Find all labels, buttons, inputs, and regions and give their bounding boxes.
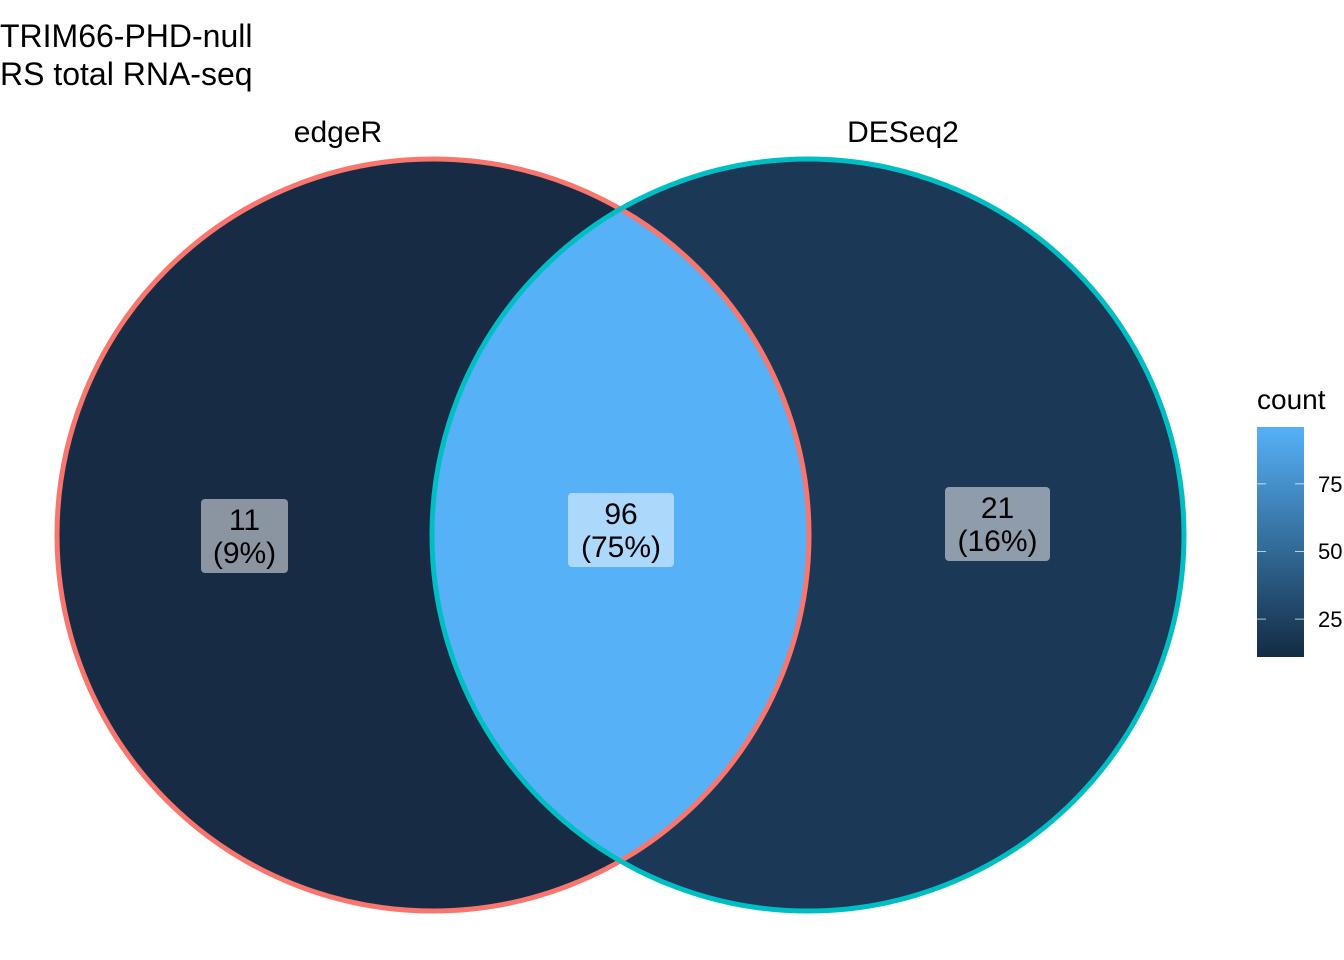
percent-intersection: (75%) (581, 531, 661, 564)
edger-set-outline (54, 156, 812, 914)
set-label-edger: edgeR (294, 116, 382, 149)
percent-deseq2-only: (16%) (957, 525, 1037, 558)
percent-edger-only: (9%) (213, 537, 276, 570)
label-box (201, 499, 288, 573)
legend-title: count (1257, 384, 1326, 415)
count-intersection: 96 (604, 498, 637, 531)
legend-colorbar (1257, 427, 1304, 657)
diagram-title-line-1: TRIM66-PHD-null (0, 18, 252, 54)
count-edger-only: 11 (229, 504, 260, 537)
diagram-title-line-2: RS total RNA-seq (0, 56, 253, 92)
label-box (568, 493, 674, 567)
legend-tick-label-75: 75 (1318, 472, 1342, 497)
label-edger-only: 11 (9%) (201, 499, 288, 573)
label-intersection: 96 (75%) (568, 493, 674, 567)
deseq2-set-outline (429, 156, 1187, 914)
count-deseq2-only: 21 (981, 492, 1014, 525)
color-legend: count 75 50 25 (1257, 384, 1342, 657)
label-box (945, 487, 1050, 561)
legend-tick-label-25: 25 (1318, 607, 1342, 632)
set-label-deseq2: DESeq2 (847, 116, 959, 149)
legend-tick-label-50: 50 (1318, 539, 1342, 564)
label-deseq2-only: 21 (16%) (945, 487, 1050, 561)
